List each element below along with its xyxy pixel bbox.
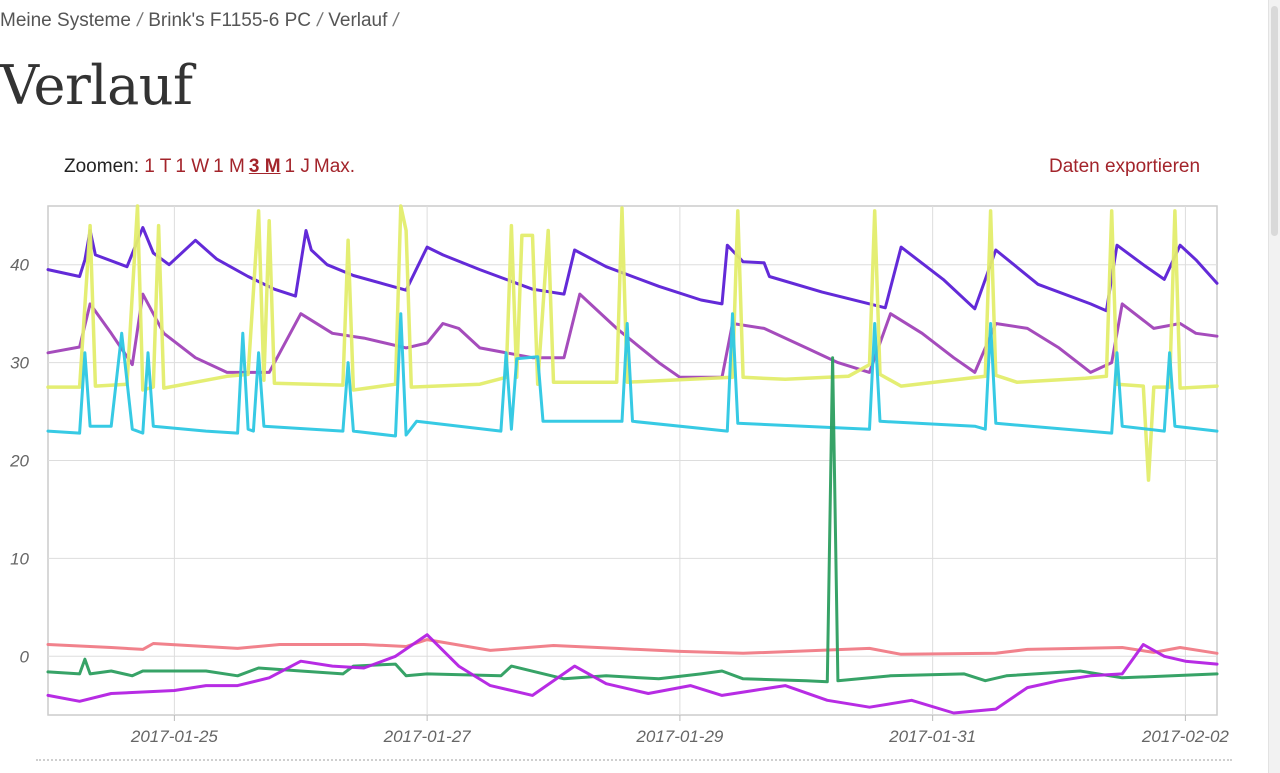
zoom-option-1t[interactable]: 1 T — [144, 156, 172, 177]
breadcrumb-separator: / — [315, 10, 325, 31]
zoom-option-3m[interactable]: 3 M — [248, 156, 281, 177]
history-chart[interactable]: 0 10 20 30 40 2017-01-25 2017-01-27 2017-01-29 2… — [0, 190, 1250, 755]
zoom-option-1m[interactable]: 1 M — [213, 156, 245, 177]
chart-grid — [47, 205, 1218, 716]
y-tick-label: 0 — [20, 647, 30, 666]
y-tick-label: 40 — [10, 256, 29, 275]
section-divider — [36, 759, 1232, 761]
series-line-3 — [46, 204, 1219, 482]
series-line-1 — [46, 226, 1219, 313]
breadcrumb-separator: / — [391, 10, 401, 31]
y-tick-label: 30 — [10, 354, 29, 373]
x-tick-label: 2017-01-29 — [635, 727, 724, 746]
series-line-2 — [46, 292, 1219, 379]
export-data-link[interactable]: Daten exportieren — [1049, 156, 1201, 177]
zoom-option-max[interactable]: Max. — [313, 156, 356, 177]
y-tick-label: 20 — [9, 452, 29, 471]
x-tick-label: 2017-02-02 — [1141, 727, 1230, 746]
zoom-label: Zoomen: — [64, 156, 139, 177]
breadcrumb-separator: / — [135, 10, 145, 31]
chart-axes: 0 10 20 30 40 2017-01-25 2017-01-27 2017-01-29 2… — [9, 256, 1229, 746]
breadcrumb-history[interactable]: Verlauf — [328, 10, 388, 31]
scrollbar-thumb[interactable] — [1271, 6, 1278, 236]
x-tick-label: 2017-01-27 — [383, 727, 472, 746]
series-line-4 — [46, 312, 1219, 438]
zoom-option-1w[interactable]: 1 W — [175, 156, 210, 177]
chart-series — [46, 204, 1219, 715]
x-tick-label: 2017-01-25 — [130, 727, 219, 746]
series-line-5 — [46, 638, 1219, 656]
breadcrumb-device[interactable]: Brink's F1155-6 PC — [148, 10, 311, 31]
y-tick-label: 10 — [10, 549, 29, 568]
zoom-option-1j[interactable]: 1 J — [284, 156, 310, 177]
breadcrumb: Meine Systeme / Brink's F1155-6 PC / Verlauf… — [0, 10, 405, 32]
series-line-7 — [46, 633, 1219, 715]
breadcrumb-systems[interactable]: Meine Systeme — [0, 10, 131, 31]
x-tick-label: 2017-01-31 — [888, 727, 976, 746]
page-scrollbar[interactable] — [1268, 0, 1280, 773]
page-title: Verlauf — [0, 54, 193, 117]
series-line-6 — [46, 356, 1219, 684]
